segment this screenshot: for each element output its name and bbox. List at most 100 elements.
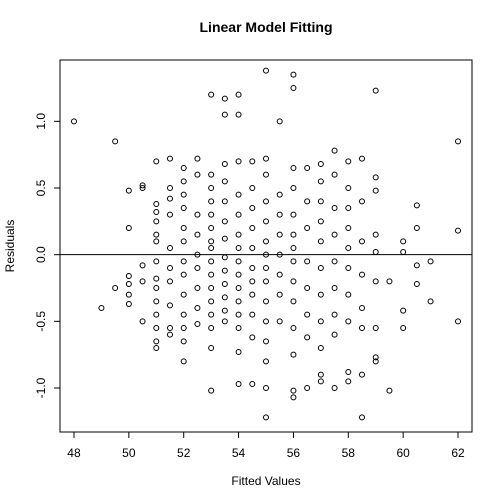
point <box>180 291 187 298</box>
x-tick-label: 50 <box>122 446 136 460</box>
point <box>208 258 215 265</box>
point <box>290 325 297 331</box>
point <box>290 278 297 285</box>
point <box>400 325 407 331</box>
point <box>208 298 215 305</box>
point <box>235 298 242 305</box>
point <box>290 85 297 91</box>
point <box>359 371 366 378</box>
point <box>345 225 352 231</box>
point <box>235 311 242 318</box>
point <box>317 318 324 325</box>
plot-frame <box>59 59 473 433</box>
point <box>331 205 338 211</box>
point <box>359 325 366 331</box>
point <box>153 285 160 291</box>
point <box>125 291 132 298</box>
point <box>249 265 256 271</box>
point <box>317 371 324 378</box>
point <box>194 305 201 311</box>
point <box>208 245 215 251</box>
point <box>221 161 228 167</box>
point <box>359 155 366 162</box>
point <box>290 211 297 218</box>
point <box>180 191 187 198</box>
point <box>455 138 462 145</box>
point <box>153 298 160 305</box>
point <box>290 231 297 238</box>
point <box>194 155 201 162</box>
point <box>331 147 338 154</box>
point <box>331 311 338 318</box>
point <box>153 158 160 165</box>
point <box>263 67 269 74</box>
point <box>427 258 434 265</box>
point <box>304 385 311 391</box>
point <box>249 334 256 341</box>
point <box>249 245 256 251</box>
point <box>139 262 146 269</box>
point <box>112 285 119 291</box>
point <box>372 87 379 94</box>
x-tick-label: 58 <box>342 446 356 460</box>
y-tick-label: 1.0 <box>34 113 48 130</box>
point <box>208 285 215 291</box>
point <box>112 138 119 145</box>
point <box>276 251 283 258</box>
point <box>263 198 269 205</box>
point <box>317 345 324 351</box>
point <box>221 307 228 314</box>
point <box>290 387 297 394</box>
point <box>331 258 338 265</box>
point <box>249 278 256 285</box>
point <box>180 205 187 211</box>
point <box>153 325 160 331</box>
point <box>345 265 352 271</box>
point <box>359 238 366 245</box>
point <box>166 211 173 218</box>
point <box>180 338 187 345</box>
point <box>125 301 132 307</box>
point <box>372 231 379 238</box>
point <box>166 245 173 251</box>
point <box>221 294 228 301</box>
point <box>139 182 146 189</box>
point <box>166 155 173 162</box>
point <box>166 278 173 285</box>
point <box>180 325 187 331</box>
point <box>345 185 352 191</box>
point <box>413 225 420 231</box>
point <box>331 231 338 238</box>
point <box>194 251 201 258</box>
point <box>235 231 242 238</box>
point <box>208 325 215 331</box>
point <box>359 271 366 278</box>
x-tick-label: 56 <box>287 446 301 460</box>
point <box>208 225 215 231</box>
point <box>290 394 297 401</box>
point <box>235 91 242 98</box>
point <box>139 278 146 285</box>
point <box>372 325 379 331</box>
point <box>235 158 242 165</box>
point <box>290 245 297 251</box>
point <box>304 285 311 291</box>
point <box>166 331 173 338</box>
point <box>372 278 379 285</box>
point <box>317 238 324 245</box>
point <box>331 331 338 338</box>
point <box>400 249 407 255</box>
point <box>235 349 242 355</box>
point <box>372 249 379 255</box>
point <box>386 387 393 394</box>
point <box>235 325 242 331</box>
point <box>180 258 187 265</box>
point <box>413 262 420 269</box>
point <box>263 358 269 365</box>
point <box>221 281 228 287</box>
point <box>263 318 269 325</box>
point <box>317 198 324 205</box>
point <box>263 155 269 162</box>
point <box>166 325 173 331</box>
